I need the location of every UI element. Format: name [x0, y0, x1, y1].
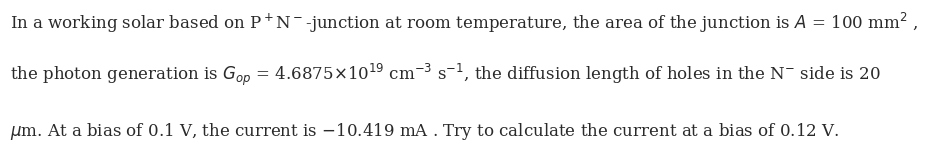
- Text: $\mu$m. At a bias of 0.1 V, the current is $-$10.419 mA . Try to calculate the c: $\mu$m. At a bias of 0.1 V, the current …: [10, 121, 839, 142]
- Text: In a working solar based on P$^+$N$^-$-junction at room temperature, the area of: In a working solar based on P$^+$N$^-$-j…: [10, 11, 918, 35]
- Text: the photon generation is $G_{op}$ = 4.6875$\times$10$^{19}$ cm$^{-3}$ s$^{-1}$, : the photon generation is $G_{op}$ = 4.68…: [10, 62, 881, 88]
